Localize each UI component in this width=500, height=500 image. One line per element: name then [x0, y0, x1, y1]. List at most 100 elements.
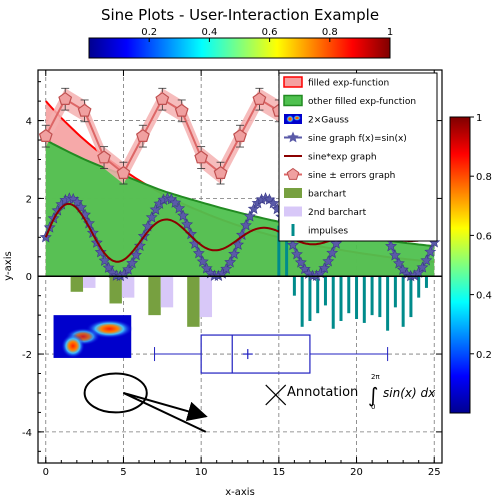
legend-symbol-image: [284, 114, 302, 124]
x-tick-label: 10: [195, 467, 208, 478]
x-tick-label: 20: [350, 467, 363, 478]
gauss-image: [53, 315, 133, 358]
x-tick-label: 0: [43, 467, 49, 478]
error-marker: [213, 165, 228, 179]
box-rect: [200, 334, 311, 374]
sine-marker: [389, 249, 401, 261]
y-tick-label: -4: [22, 428, 32, 439]
annotation-cross-b: [265, 384, 287, 406]
legend-label: other filled exp-function: [308, 97, 416, 107]
legend-symbol-fill-green: [283, 94, 303, 107]
sine-marker: [71, 196, 84, 208]
top-colorbar-tick-label: 0.2: [141, 27, 157, 38]
bar: [148, 276, 161, 316]
error-marker: [58, 91, 73, 105]
annotation-arrow: [123, 391, 208, 422]
sine-marker: [330, 237, 343, 249]
legend-box: [278, 72, 438, 242]
top-colorbar-tick-label: 0.4: [201, 27, 217, 38]
legend-label: barchart: [308, 190, 347, 200]
sine-marker: [239, 219, 252, 231]
impulses: [277, 225, 428, 331]
boxplot: [154, 334, 389, 374]
top-colorbar-ticks: 0.2 0.4 0.6 0.8 1: [141, 27, 393, 42]
error-marker: [77, 103, 92, 117]
error-marker: [252, 91, 267, 105]
integral-body: sin(x) dx: [383, 386, 436, 400]
sine-marker: [420, 254, 433, 266]
right-colorbar-tick-label: 0.6: [476, 231, 492, 242]
right-colorbar-tick-label: 0.8: [476, 172, 492, 183]
y-tick-label: 2: [26, 194, 32, 205]
integral-upper: 2π: [371, 373, 380, 381]
gauss-blob-2: [61, 333, 85, 358]
error-marker: [155, 91, 170, 105]
right-colorbar-gradient: [449, 116, 471, 414]
sine-marker: [102, 261, 115, 273]
y-tick-label: -2: [22, 350, 32, 361]
right-colorbar-tick-label: 1: [476, 113, 482, 124]
top-colorbar-gradient: [88, 37, 391, 59]
bar-2nd: [121, 276, 135, 298]
legend-label: 2nd barchart: [308, 208, 367, 218]
sine-marker: [424, 245, 437, 258]
sine-marker: [126, 256, 139, 269]
annotations: [83, 372, 287, 433]
x-tick-label: 15: [272, 467, 285, 478]
right-colorbar: 0.2 0.4 0.6 0.8 1: [449, 113, 492, 414]
sine-marker: [169, 196, 182, 208]
sine-marker: [133, 239, 146, 252]
error-marker: [38, 128, 53, 142]
sine-marker: [247, 202, 260, 215]
legend-symbol-bar: [284, 206, 302, 217]
top-colorbar-tick-label: 0.8: [322, 27, 338, 38]
y-axis-label: y-axis: [3, 251, 14, 280]
y-tick-label: 4: [26, 117, 32, 128]
integral-lower: 0: [371, 403, 375, 411]
chart-title: Sine Plots - User-Interaction Example: [101, 6, 379, 24]
sine-marker: [192, 247, 205, 259]
x-tick-label: 5: [120, 467, 126, 478]
x-axis-label: x-axis: [225, 487, 255, 498]
sine-marker: [196, 255, 209, 267]
sine-marker: [122, 263, 135, 275]
sine-marker: [322, 255, 335, 267]
sine-marker: [243, 210, 256, 222]
sine-marker: [326, 246, 339, 259]
sine-marker: [94, 245, 107, 258]
bar: [187, 276, 200, 327]
legend: filled exp-function other filled exp-func…: [278, 72, 438, 242]
right-colorbar-tick-label: 0.4: [476, 291, 492, 302]
bars: [70, 276, 213, 327]
legend-label: filled exp-function: [308, 79, 389, 89]
sine-marker: [220, 262, 233, 275]
error-marker: [97, 150, 111, 164]
legend-symbol-star-line: [284, 131, 302, 143]
error-marker: [116, 165, 131, 179]
sine-marker: [416, 261, 429, 273]
plot-frame: [37, 69, 443, 464]
annotation-text: Annotation: [287, 385, 358, 400]
sine-marker: [224, 256, 237, 268]
y-tick-label: 0: [26, 272, 32, 283]
sine-marker: [286, 238, 299, 251]
annotation-ellipse: [83, 372, 148, 414]
sine-marker: [149, 203, 162, 215]
legend-symbol-bar: [284, 188, 302, 198]
annotation-line: [123, 392, 207, 433]
error-marker: [194, 150, 209, 164]
error-marker: [233, 128, 247, 142]
sine-marker: [318, 262, 331, 274]
sine-marker: [392, 257, 405, 269]
top-colorbar-tick-label: 1: [387, 27, 393, 38]
legend-label: sine*exp graph: [308, 153, 377, 163]
sine-marker: [177, 209, 190, 221]
sine-marker: [267, 197, 280, 209]
sine-marker: [290, 248, 303, 260]
sine-marker: [412, 266, 425, 278]
sine-marker: [294, 256, 307, 268]
annotation-text-group: Annotation ∫ 2π 0 sin(x) dx: [287, 373, 436, 411]
sine-marker: [145, 211, 158, 223]
right-colorbar-tick-label: 0.2: [476, 350, 492, 361]
